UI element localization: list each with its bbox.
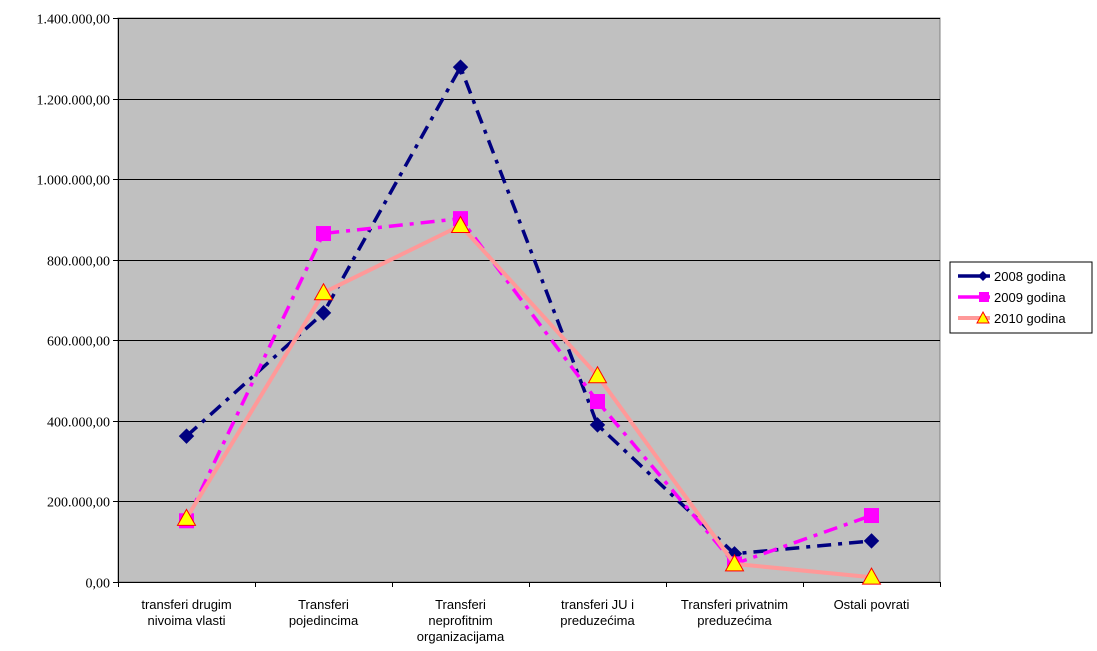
data-point [452, 59, 469, 75]
y-tick-label: 1.000.000,00 [37, 174, 111, 189]
legend-item: 2010 godina [958, 310, 1066, 326]
series-3 [176, 215, 882, 585]
series-line [185, 65, 872, 556]
x-tick-label-line: Transferi privatnim [681, 597, 788, 612]
x-tick-label-line: nivoima vlasti [147, 613, 225, 628]
y-tick-label: 1.200.000,00 [37, 94, 111, 109]
x-tick-label-line: preduzećima [697, 613, 772, 628]
y-tick-label: 600.000,00 [47, 335, 110, 350]
x-tick-label: Transferi pojedincima [289, 597, 359, 628]
data-point [178, 428, 195, 444]
x-tick-label-line: Transferi [298, 597, 349, 612]
x-tick-label-line: pojedincima [289, 613, 359, 628]
data-point [176, 508, 197, 526]
data-point [316, 226, 331, 242]
data-point [313, 282, 334, 301]
data-point [450, 215, 471, 233]
data-point [587, 365, 608, 384]
x-tick-label: Ostali povrati [834, 597, 910, 612]
y-tick-label: 200.000,00 [47, 496, 110, 511]
legend-marker [979, 292, 989, 302]
x-tick-label-line: organizacijama [417, 629, 505, 644]
x-tick-label-line: preduzećima [560, 613, 635, 628]
y-tick-label: 1.400.000,00 [37, 13, 111, 28]
x-tick-label-line: neprofitnim [428, 613, 492, 628]
y-tick-label: 800.000,00 [47, 255, 110, 270]
series-layer [176, 59, 882, 585]
legend: 2008 godina 2009 godina 2010 godina [949, 261, 1093, 334]
data-point [864, 508, 879, 524]
plot-area: 0,00 200.000,00 400.000,00 600.000,00 800.00… [37, 13, 941, 644]
y-tick-label: 0,00 [86, 577, 111, 592]
x-tick-label: transferi JU i preduzećima [560, 597, 635, 628]
legend-marker [976, 310, 990, 324]
legend-marker [978, 271, 988, 281]
data-point [315, 305, 332, 321]
legend-label: 2009 godina [994, 290, 1066, 305]
data-point [861, 567, 882, 585]
x-tick-label-line: transferi drugim [141, 597, 231, 612]
data-point [589, 417, 606, 433]
x-tick-label: Transferi privatnim preduzećima [681, 597, 788, 628]
data-point [590, 394, 605, 410]
series-line [184, 223, 872, 580]
legend-item: 2008 godina [958, 269, 1066, 284]
legend-label: 2010 godina [994, 311, 1066, 326]
x-tick-label: transferi drugim nivoima vlasti [141, 597, 231, 628]
x-tick-label-line: Transferi [435, 597, 486, 612]
y-tick-label: 400.000,00 [47, 416, 110, 431]
series-line [184, 216, 873, 566]
x-tick-label-line: transferi JU i [561, 597, 634, 612]
x-tick-label: Transferi neprofitnim organizacijama [417, 597, 505, 644]
legend-label: 2008 godina [994, 269, 1066, 284]
data-point [724, 553, 745, 572]
legend-item: 2009 godina [958, 290, 1066, 305]
data-point [863, 533, 880, 549]
x-tick-label-line: Ostali povrati [834, 597, 910, 612]
